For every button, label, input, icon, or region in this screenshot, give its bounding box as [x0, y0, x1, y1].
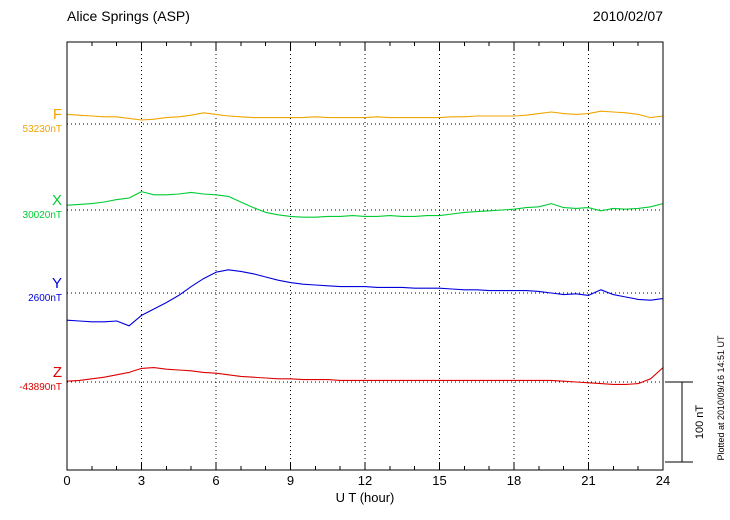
channel-label-z: Z -43890nT [0, 365, 62, 394]
channel-label-x: X 30020nT [0, 193, 62, 222]
x-tick-label: 18 [507, 473, 521, 488]
station-title: Alice Springs (ASP) [67, 8, 190, 24]
channel-baseline-z: -43890nT [19, 382, 62, 393]
x-tick-label: 15 [432, 473, 446, 488]
x-tick-label: 24 [656, 473, 670, 488]
channel-label-y: Y 2600nT [0, 276, 62, 305]
x-tick-label: 6 [212, 473, 219, 488]
x-tick-label: 0 [63, 473, 70, 488]
x-tick-label: 21 [581, 473, 595, 488]
channel-baseline-y: 2600nT [28, 293, 62, 304]
plot-date: 2010/02/07 [592, 8, 663, 24]
x-tick-label: 9 [287, 473, 294, 488]
x-tick-label: 3 [138, 473, 145, 488]
scale-bar-label: 100 nT [694, 404, 706, 440]
channel-baseline-x: 30020nT [22, 210, 62, 221]
x-tick-label: 12 [358, 473, 372, 488]
channel-letter-f: F [52, 106, 62, 123]
plotted-at-note: Plotted at 2010/09/16 14:51 UT [716, 335, 726, 461]
channel-baseline-f: 53230nT [22, 124, 62, 135]
channel-letter-x: X [51, 192, 62, 209]
channel-label-f: F 53230nT [0, 107, 62, 136]
channel-letter-z: Z [52, 364, 62, 381]
channel-letter-y: Y [51, 275, 62, 292]
x-axis-label: U T (hour) [335, 490, 395, 505]
